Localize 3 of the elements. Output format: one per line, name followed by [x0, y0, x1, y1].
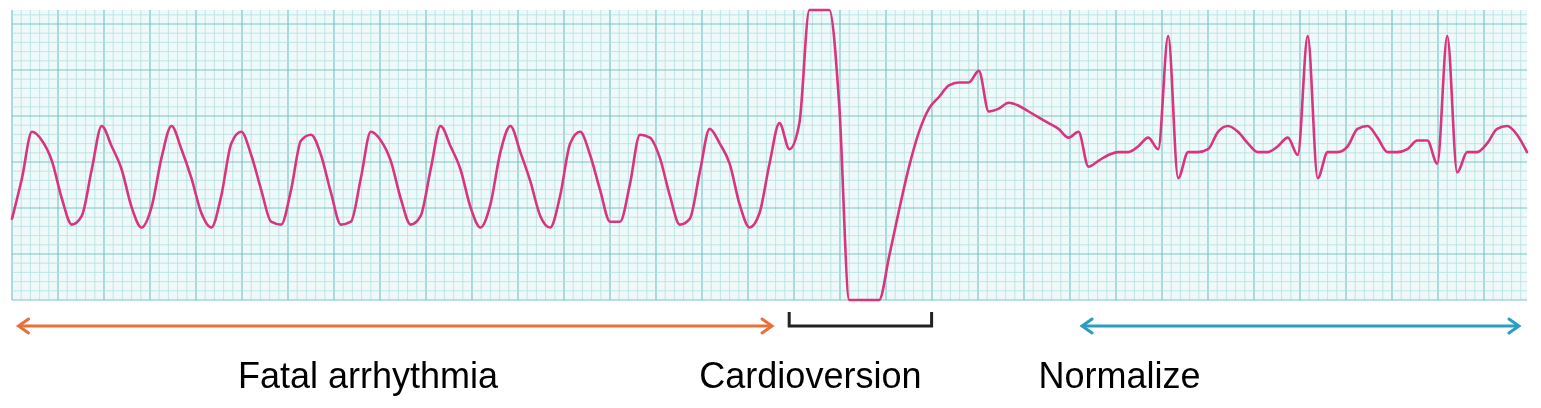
text: Cardioversion [699, 355, 922, 396]
text: Fatal arrhythmia [237, 355, 500, 396]
text: Normalize [1038, 355, 1201, 396]
